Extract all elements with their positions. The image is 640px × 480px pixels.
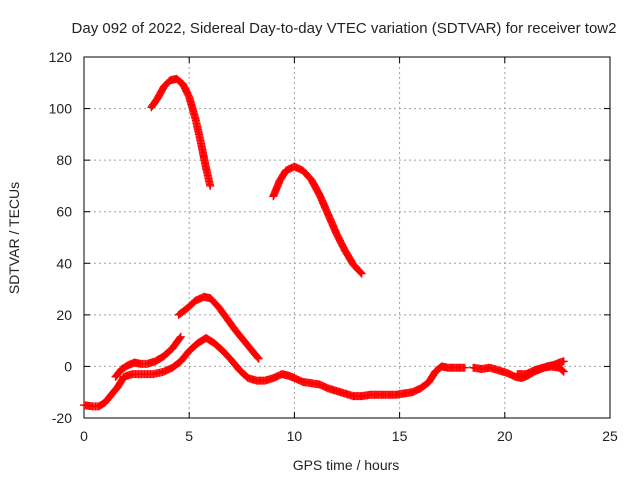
x-tick-label: 0 [80,428,88,444]
data-point [357,269,366,278]
data-point [460,363,469,372]
chart-title: Day 092 of 2022, Sidereal Day-to-day VTE… [72,20,617,37]
series-arc-2 [269,162,366,278]
data-point [253,353,262,362]
y-tick-label: 0 [64,358,72,374]
data-point [206,181,215,190]
data-point [558,366,567,375]
series-arc-4 [111,332,185,381]
grid [84,57,610,418]
data-point [559,367,568,376]
x-tick-label: 15 [392,428,408,444]
y-tick-label: 60 [56,204,72,220]
y-tick-label: 80 [56,152,72,168]
y-tick-label: 120 [49,49,73,65]
series-arc-5 [80,334,469,411]
y-axis-label: SDTVAR / TECUs [6,182,22,294]
series-arc-1 [147,74,215,190]
x-tick-label: 25 [602,428,618,444]
series-arc-3 [174,292,263,363]
data-point [254,354,263,363]
axis-ticks: 0 5 10 15 20 25 -20 0 20 40 60 80 100 120 [49,49,618,444]
plot-frame [83,56,611,419]
y-tick-label: -20 [52,410,72,426]
x-axis-label: GPS time / hours [293,457,400,473]
x-tick-label: 20 [497,428,513,444]
y-tick-label: 20 [56,307,72,323]
y-tick-label: 40 [56,255,72,271]
data-point [176,332,185,341]
data-point [559,357,568,366]
y-tick-label: 100 [49,101,73,117]
x-tick-label: 10 [287,428,303,444]
data-point [175,334,184,343]
data-marks [80,74,568,411]
series-arc-7 [513,362,568,379]
x-tick-label: 5 [185,428,193,444]
data-point [356,268,365,277]
